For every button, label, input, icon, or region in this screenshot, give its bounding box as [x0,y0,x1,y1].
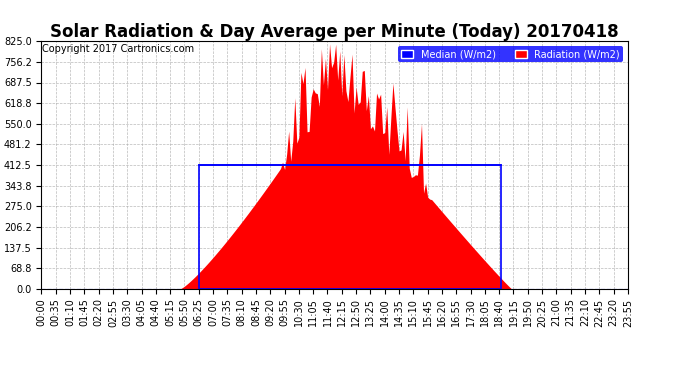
Title: Solar Radiation & Day Average per Minute (Today) 20170418: Solar Radiation & Day Average per Minute… [50,23,619,41]
Legend: Median (W/m2), Radiation (W/m2): Median (W/m2), Radiation (W/m2) [398,46,623,62]
Bar [199,165,501,289]
Text: Copyright 2017 Cartronics.com: Copyright 2017 Cartronics.com [42,44,194,54]
